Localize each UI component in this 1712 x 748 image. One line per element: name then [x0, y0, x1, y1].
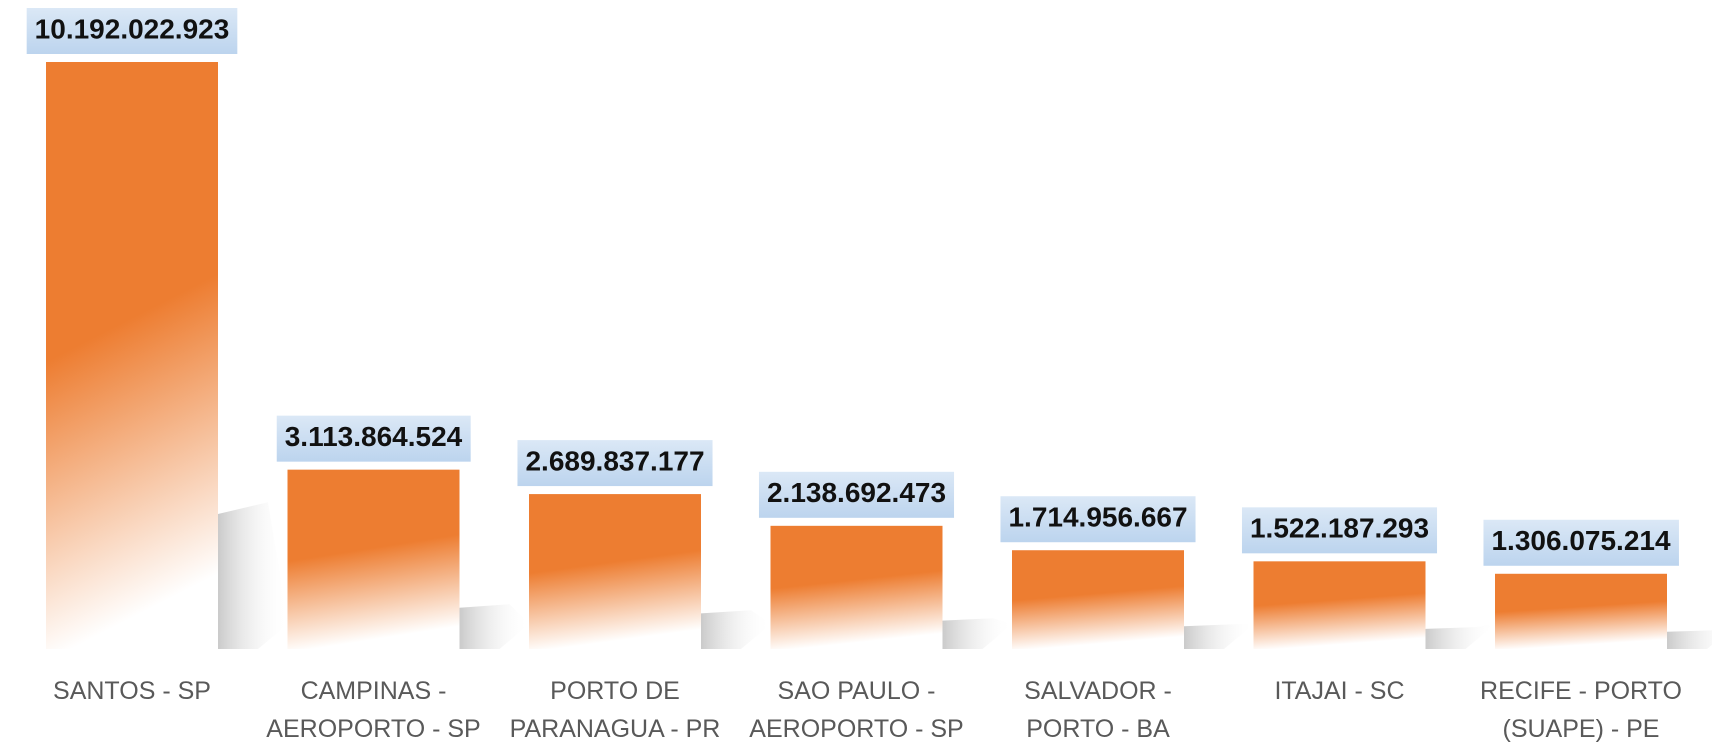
value-label-bg [26, 8, 238, 54]
bar [770, 525, 943, 649]
x-tick-label: ITAJAI - SC [1274, 677, 1405, 705]
bar [1253, 561, 1426, 649]
bar-shadow [1184, 624, 1254, 649]
bar-shadow [459, 604, 530, 649]
value-label: 10.192.022.923 [35, 13, 230, 44]
value-label-bg [758, 471, 955, 518]
x-tick-label: SALVADOR - PORTO - BA [1024, 677, 1172, 743]
value-label-bg [1241, 507, 1438, 554]
value-label: 1.714.956.667 [1008, 502, 1187, 533]
bar-shadow [701, 610, 771, 649]
bar-shadow [942, 618, 1013, 649]
value-label-bg [276, 415, 471, 462]
bar [1495, 573, 1667, 649]
bar [287, 469, 460, 649]
value-label: 1.306.075.214 [1491, 525, 1670, 556]
bar [1012, 550, 1184, 649]
bar [529, 494, 701, 649]
value-label-bg [1483, 519, 1679, 566]
value-label: 3.113.864.524 [285, 421, 463, 452]
x-tick-label: PORTO DE PARANAGUA - PR [509, 677, 721, 743]
bar-shadow [1667, 630, 1712, 649]
value-label-bg [1000, 496, 1196, 543]
x-tick-label: SAO PAULO - AEROPORTO - SP [749, 677, 964, 743]
bar-shadow [218, 502, 288, 649]
x-tick-label: CAMPINAS - AEROPORTO - SP [266, 677, 481, 743]
value-label: 2.138.692.473 [767, 477, 946, 508]
x-tick-label: RECIFE - PORTO (SUAPE) - PE [1480, 677, 1682, 743]
value-label: 1.522.187.293 [1250, 513, 1429, 544]
bar [46, 62, 218, 649]
value-label: 2.689.837.177 [525, 445, 704, 476]
x-tick-label: SANTOS - SP [53, 677, 211, 705]
value-label-bg [517, 440, 713, 487]
bar-shadow [1425, 624, 1496, 649]
